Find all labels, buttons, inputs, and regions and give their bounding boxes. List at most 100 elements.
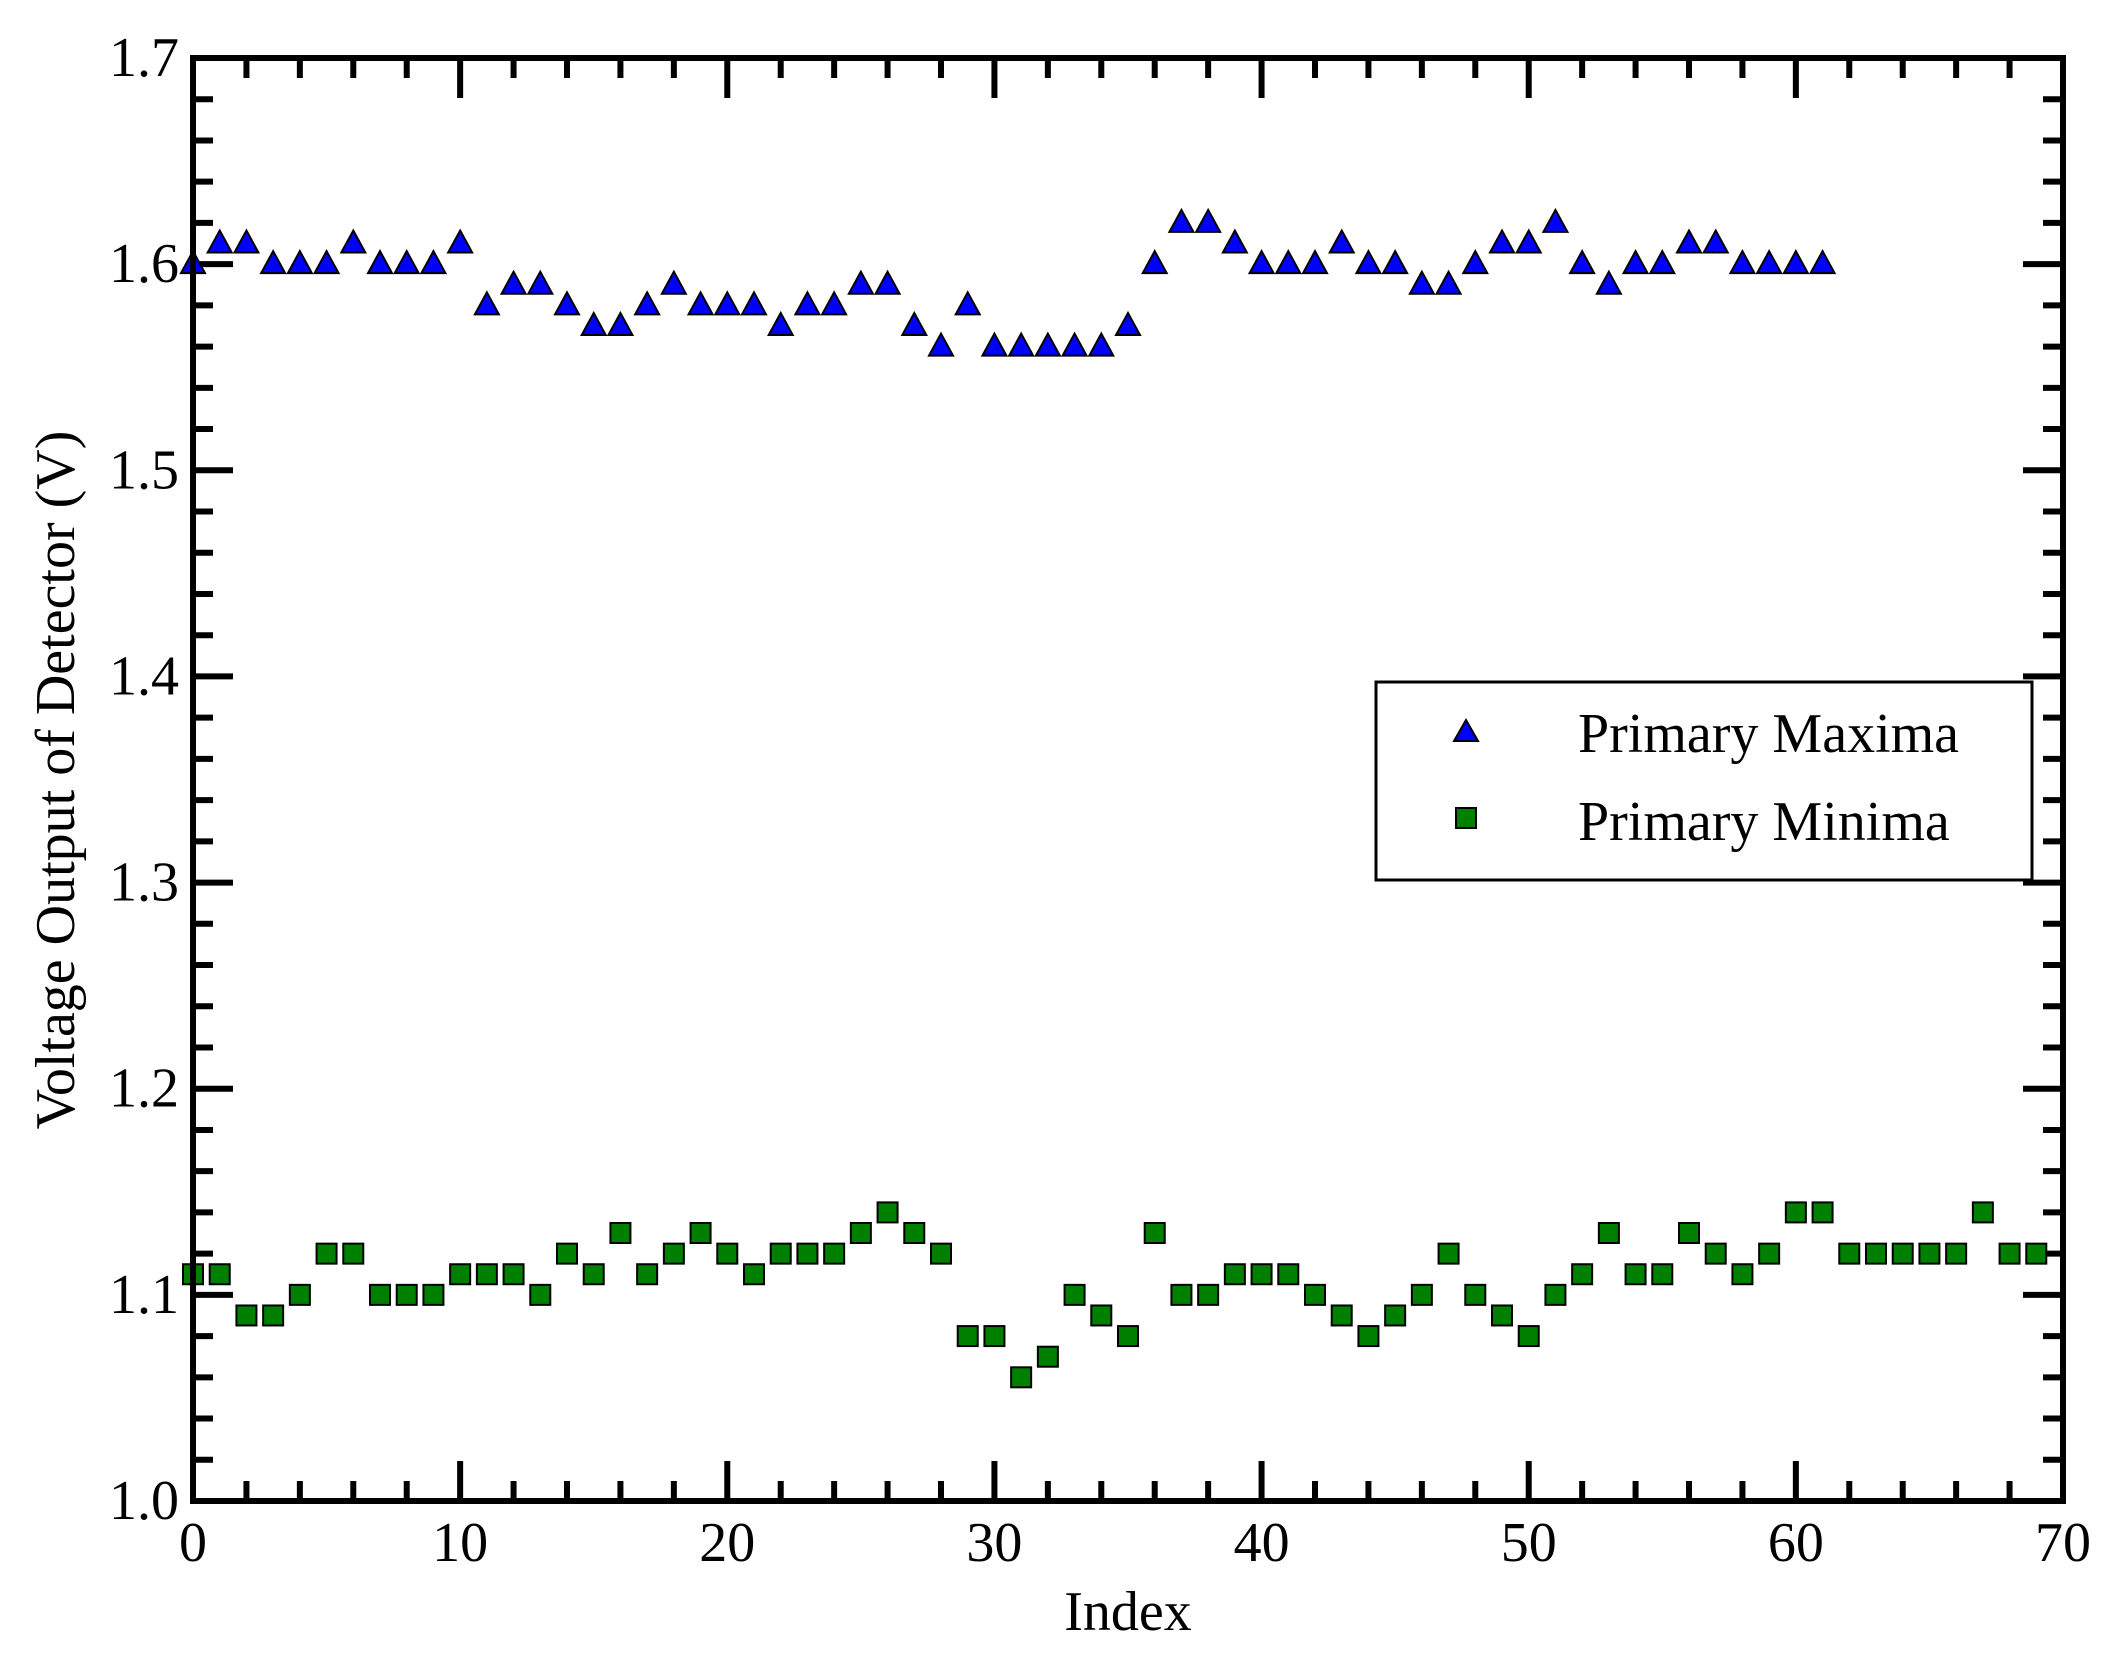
minima-point [849, 1222, 872, 1245]
maxima-point [1675, 228, 1703, 254]
legend-marker-primary-maxima [1452, 717, 1480, 742]
maxima-point [1221, 228, 1249, 254]
maxima-point [1434, 269, 1463, 295]
maxima-point [1381, 249, 1409, 275]
maxima-point [473, 290, 501, 316]
maxima-point [1301, 249, 1329, 275]
minima-point [636, 1263, 659, 1286]
maxima-point [1194, 207, 1222, 233]
maxima-point [686, 290, 715, 316]
minima-point [930, 1242, 952, 1265]
legend-label-primary-minima: Primary Minima [1578, 791, 1950, 853]
series-primary-minima [182, 1201, 2048, 1389]
minima-point [1651, 1263, 1674, 1286]
maxima-point [312, 249, 341, 275]
maxima-point [1354, 249, 1383, 275]
maxima-point [580, 310, 608, 336]
minima-point [1491, 1304, 1513, 1327]
minima-point [422, 1283, 445, 1306]
minima-point [395, 1283, 418, 1306]
minima-point [1811, 1201, 1834, 1224]
minima-point [823, 1242, 846, 1265]
y-tick-labels: 1.0 1.1 1.2 1.3 1.4 1.5 1.6 1.7 [109, 27, 179, 1532]
maxima-point [1808, 249, 1837, 275]
legend-marker-primary-minima [1455, 807, 1477, 829]
maxima-point [820, 290, 848, 316]
minima-point [1170, 1283, 1193, 1306]
minima-point [1945, 1242, 1968, 1265]
maxima-point [980, 331, 1009, 357]
minima-point [1678, 1222, 1700, 1245]
maxima-point [1141, 249, 1169, 275]
maxima-point [606, 310, 635, 336]
x-tick-label: 20 [699, 1512, 755, 1574]
minima-point [689, 1222, 712, 1245]
maxima-point [1621, 249, 1650, 275]
minima-point [1704, 1242, 1727, 1265]
maxima-point [232, 228, 261, 254]
minima-point [1090, 1304, 1113, 1327]
minima-point [1971, 1201, 1994, 1224]
minima-point [556, 1242, 578, 1265]
maxima-point [793, 290, 822, 316]
minima-point [1597, 1222, 1620, 1245]
maxima-point [1648, 249, 1676, 275]
minima-point [315, 1242, 338, 1265]
y-axis-label: Voltage Output of Detector (V) [25, 431, 87, 1130]
maxima-point [1488, 228, 1516, 254]
x-tick-label: 40 [1234, 1512, 1290, 1574]
maxima-point [1515, 228, 1543, 254]
maxima-point [1034, 331, 1062, 357]
minima-point [475, 1263, 498, 1286]
minima-point [1410, 1283, 1433, 1306]
maxima-point [1167, 207, 1196, 233]
minima-point [1731, 1263, 1754, 1286]
y-tick-label: 1.1 [109, 1264, 179, 1326]
maxima-point [900, 310, 928, 336]
maxima-point [1087, 331, 1115, 357]
maxima-point [1328, 228, 1356, 254]
minima-point [582, 1263, 605, 1286]
maxima-point [1060, 331, 1089, 357]
minima-point [769, 1242, 792, 1265]
maxima-point [1728, 249, 1757, 275]
minima-point [662, 1242, 685, 1265]
minima-point [1250, 1263, 1273, 1286]
maxima-point [873, 269, 902, 295]
maxima-point [366, 249, 394, 275]
x-tick-label: 70 [2035, 1512, 2091, 1574]
maxima-point [1782, 249, 1810, 275]
maxima-point [1247, 249, 1276, 275]
minima-point [288, 1283, 311, 1306]
minima-point [1544, 1283, 1567, 1306]
maxima-point [1702, 228, 1730, 254]
x-tick-labels: 0 10 20 30 40 50 60 70 [179, 1512, 2091, 1574]
minima-point [1624, 1263, 1647, 1286]
maxima-point [259, 249, 287, 275]
minima-point [449, 1263, 472, 1286]
maxima-point [927, 331, 955, 357]
minima-point [1865, 1242, 1887, 1265]
maxima-point [339, 228, 367, 254]
minima-point [1304, 1283, 1326, 1306]
maxima-point [660, 269, 688, 295]
minima-point [1010, 1366, 1033, 1389]
minima-point [1036, 1345, 1059, 1368]
y-tick-label: 1.5 [109, 439, 179, 501]
minima-point [983, 1325, 1006, 1348]
maxima-point [1595, 269, 1623, 295]
maxima-point [1541, 207, 1570, 233]
minima-point [1277, 1263, 1300, 1286]
minima-point [1891, 1242, 1914, 1265]
minima-point [743, 1263, 765, 1286]
x-axis-label: Index [1064, 1581, 1192, 1643]
minima-point [956, 1325, 979, 1348]
y-tick-label: 1.3 [109, 852, 179, 914]
minima-point [1357, 1325, 1380, 1348]
y-tick-label: 1.7 [109, 27, 179, 89]
maxima-point [1568, 249, 1596, 275]
x-tick-label: 30 [966, 1512, 1022, 1574]
minima-point [208, 1263, 231, 1286]
minima-point [369, 1283, 391, 1306]
